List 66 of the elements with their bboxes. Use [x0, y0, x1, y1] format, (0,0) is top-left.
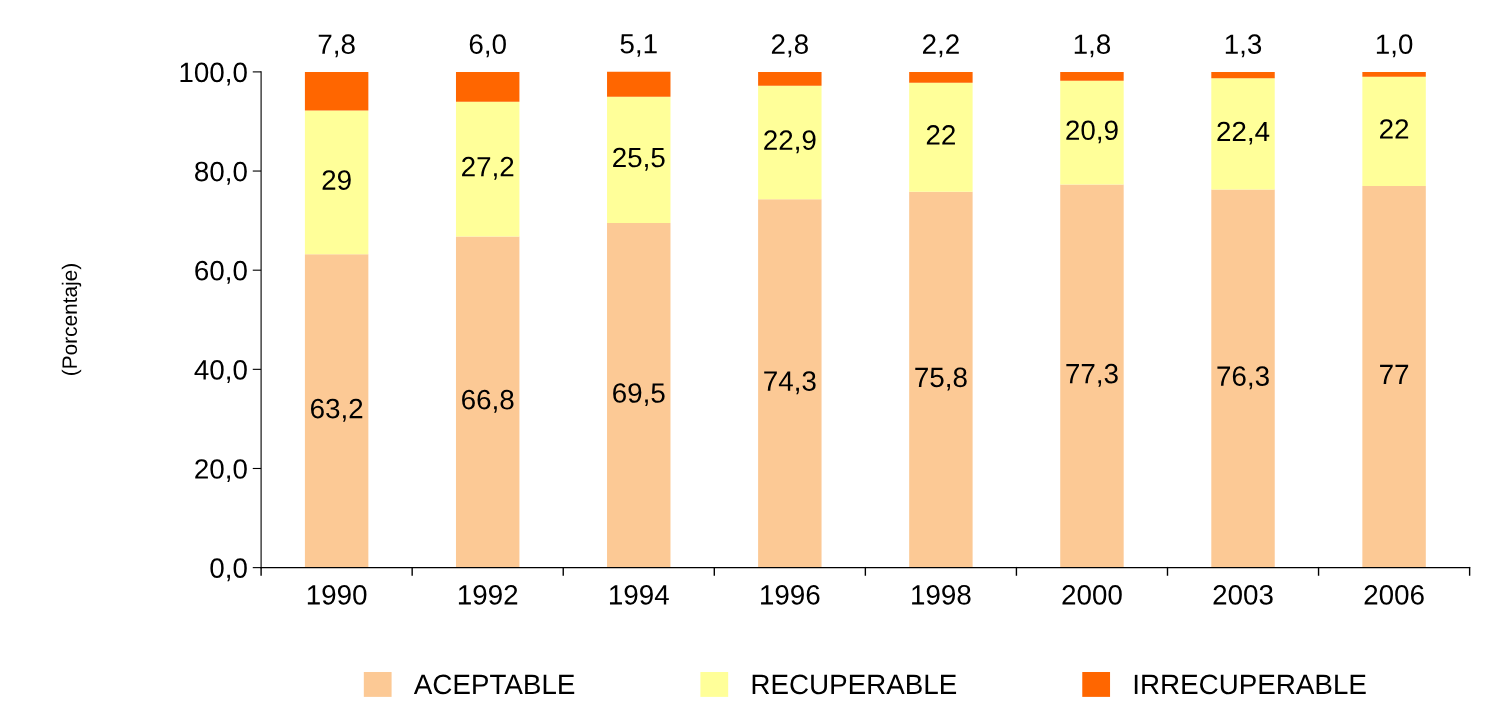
data-label: 69,5 — [613, 383, 665, 407]
data-label: 2,2 — [922, 34, 959, 58]
bar — [304, 254, 369, 568]
data-label: 22 — [1380, 119, 1409, 139]
bar — [758, 199, 822, 568]
bar — [1211, 78, 1275, 190]
bar — [455, 101, 520, 237]
x-tick-label: 1990 — [307, 585, 367, 605]
data-label: 66,8 — [462, 389, 514, 413]
bar — [909, 82, 973, 192]
data-label: 74,3 — [764, 371, 816, 395]
bar — [1362, 185, 1426, 568]
x-tick-label: 2000 — [1062, 585, 1122, 605]
bar — [909, 71, 973, 83]
y-tick-label: 80,0 — [195, 161, 247, 185]
bar — [758, 85, 822, 200]
data-label: 63,2 — [311, 398, 363, 422]
legend-label: ACEPTABLE — [413, 674, 575, 695]
data-label: 2,8 — [771, 34, 808, 58]
bar — [1060, 80, 1124, 185]
bar — [455, 236, 520, 568]
bar — [1060, 71, 1124, 81]
y-tick-label: 60,0 — [195, 260, 247, 284]
x-tick-label: 1994 — [609, 585, 669, 605]
data-label: 25,5 — [613, 147, 665, 171]
y-axis-title: (Porcentaje) — [61, 264, 82, 375]
data-label: 77 — [1380, 364, 1409, 384]
x-tick-label: 1996 — [761, 585, 820, 605]
bar — [1211, 71, 1275, 79]
data-label: 5,1 — [620, 34, 657, 57]
data-label: 7,8 — [318, 34, 355, 58]
x-tick-label: 2006 — [1364, 585, 1424, 605]
data-label: 20,9 — [1066, 120, 1118, 144]
bar — [1060, 184, 1124, 568]
bar — [909, 191, 973, 568]
y-tick-label: 20,0 — [195, 459, 247, 483]
bar — [607, 96, 671, 224]
x-tick-label: 1992 — [458, 585, 518, 605]
bar — [455, 71, 520, 102]
data-label: 75,8 — [915, 367, 967, 391]
legend-label: RECUPERABLE — [752, 674, 957, 695]
x-tick-label: 2003 — [1213, 585, 1273, 605]
bar — [607, 71, 671, 97]
bar — [304, 110, 369, 255]
data-label: 29 — [322, 170, 351, 190]
data-label: 22 — [926, 125, 955, 145]
y-tick-label: 0,0 — [210, 558, 247, 582]
bar — [304, 71, 369, 111]
legend-label: IRRECUPERABLE — [1134, 674, 1366, 695]
data-label: 1,8 — [1074, 34, 1111, 58]
bar — [607, 223, 671, 568]
data-label: 1,0 — [1376, 34, 1413, 58]
x-tick-label: 1998 — [912, 585, 971, 605]
bar — [758, 71, 822, 86]
y-tick-label: 100,0 — [180, 62, 247, 86]
data-label: 22,9 — [764, 130, 816, 154]
data-label: 77,3 — [1066, 363, 1118, 387]
data-label: 1,3 — [1225, 34, 1262, 58]
bar — [1211, 189, 1275, 568]
data-label: 6,0 — [469, 34, 506, 58]
y-tick-label: 40,0 — [194, 360, 247, 383]
data-label: 22,4 — [1217, 121, 1270, 145]
bar — [1362, 76, 1426, 186]
data-label: 76,3 — [1217, 366, 1269, 390]
bar — [1362, 71, 1426, 77]
data-label: 27,2 — [462, 156, 514, 180]
